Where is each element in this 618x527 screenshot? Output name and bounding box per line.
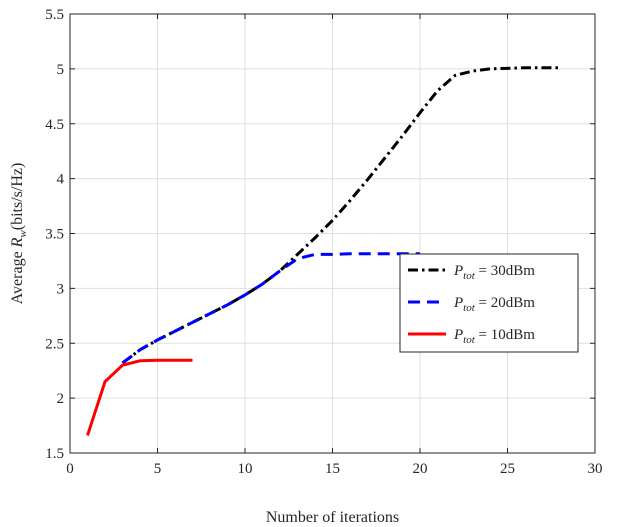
- x-tick-label: 0: [66, 461, 74, 477]
- legend-sub: tot: [463, 302, 476, 314]
- y-tick-label: 5.5: [45, 7, 64, 23]
- y-axis-label-sub: w: [17, 230, 29, 238]
- y-axis-label-var: R: [9, 237, 26, 248]
- y-tick-label: 2.5: [45, 336, 64, 352]
- legend-entry-label: Ptot = 20dBm: [453, 295, 535, 314]
- legend-var: P: [453, 295, 463, 311]
- legend-entry-label: Ptot = 10dBm: [453, 327, 535, 346]
- y-axis-label: Average Rw(bits/s/Hz): [9, 163, 29, 305]
- x-axis-label: Number of iterations: [266, 509, 399, 526]
- ticks: 0 5 10 15 20 25 30 1.5 2 2.5 3 3.5 4 4.5 5 5.5: [45, 7, 602, 477]
- x-tick-label: 5: [154, 461, 162, 477]
- grid: [69, 13, 596, 454]
- x-tick-label: 25: [500, 461, 515, 477]
- x-tick-label: 15: [325, 461, 340, 477]
- x-tick-label: 10: [238, 461, 253, 477]
- legend-sub: tot: [463, 334, 476, 346]
- y-tick-label: 4: [57, 172, 65, 188]
- legend-var: P: [453, 263, 463, 279]
- legend-rest: = 30dBm: [475, 263, 535, 279]
- legend-var: P: [453, 327, 463, 343]
- y-axis-label-prefix: Average: [9, 247, 26, 304]
- y-tick-label: 2: [57, 391, 65, 407]
- y-tick-label: 5: [57, 62, 65, 78]
- x-tick-label: 30: [588, 461, 603, 477]
- x-tick-label: 20: [413, 461, 428, 477]
- y-tick-label: 3: [57, 281, 65, 297]
- y-tick-label: 3.5: [45, 227, 64, 243]
- y-axis-label-suffix: (bits/s/Hz): [9, 163, 26, 231]
- series-line--10dbm: [86, 358, 193, 436]
- y-tick-label: 4.5: [45, 117, 64, 133]
- legend-rest: = 10dBm: [475, 327, 535, 343]
- legend-entry-label: Ptot = 30dBm: [453, 263, 535, 282]
- legend-sub: tot: [463, 270, 476, 282]
- series-line--20dbm: [121, 252, 420, 365]
- legend-rest: = 20dBm: [475, 295, 535, 311]
- series-layer: [86, 66, 560, 436]
- y-tick-label: 1.5: [45, 446, 64, 462]
